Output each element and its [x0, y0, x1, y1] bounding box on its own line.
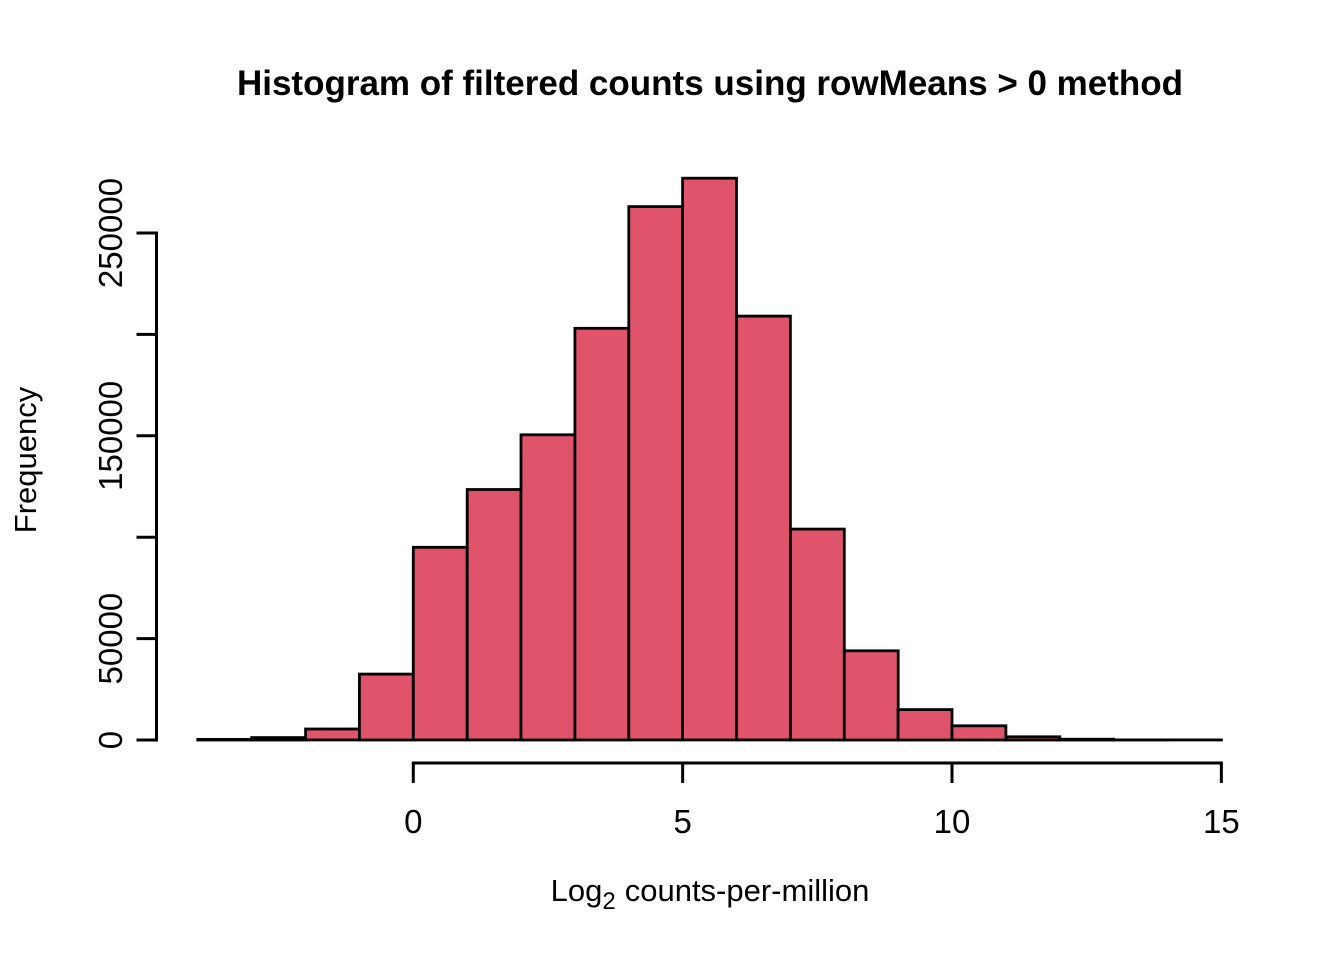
- x-axis: 0 5 10 15: [404, 761, 1240, 840]
- histogram-bar: [627, 205, 685, 742]
- bars-group: [196, 176, 1223, 742]
- histogram-bar: [789, 527, 846, 742]
- x-tick-label: 0: [404, 803, 422, 840]
- x-tick-label: 15: [1203, 803, 1240, 840]
- x-axis-label: Log2 counts-per-million: [551, 873, 870, 915]
- histogram-bar: [735, 314, 792, 742]
- chart-title: Histogram of filtered counts using rowMe…: [237, 64, 1183, 103]
- histogram-bar: [1058, 737, 1115, 742]
- x-tick-label: 10: [934, 803, 971, 840]
- histogram-bar: [573, 326, 631, 742]
- histogram-bar: [519, 433, 577, 742]
- x-tick-label: 5: [673, 803, 691, 840]
- histogram-bar: [357, 672, 415, 742]
- histogram-bar: [1004, 735, 1062, 742]
- y-axis: 0 50000 150000 250000: [92, 178, 158, 749]
- histogram-bar: [681, 176, 738, 742]
- histogram-bar: [950, 724, 1008, 742]
- histogram-bar: [465, 488, 523, 742]
- x-axis-label-rest: counts-per-million: [625, 873, 870, 908]
- y-tick-label: 150000: [92, 381, 129, 491]
- histogram-bar: [250, 736, 307, 742]
- histogram-bar: [842, 649, 900, 742]
- y-axis-label: Frequency: [8, 386, 43, 533]
- histogram-bar: [411, 545, 469, 742]
- histogram-bar: [896, 708, 954, 742]
- y-tick-label: 0: [92, 731, 129, 749]
- histogram-bar: [304, 727, 361, 742]
- x-axis-label-main: Log: [551, 873, 603, 908]
- y-tick-label: 250000: [92, 178, 129, 288]
- x-axis-label-subscript: 2: [602, 888, 615, 915]
- y-tick-label: 50000: [92, 593, 129, 685]
- histogram-bar: [196, 738, 254, 742]
